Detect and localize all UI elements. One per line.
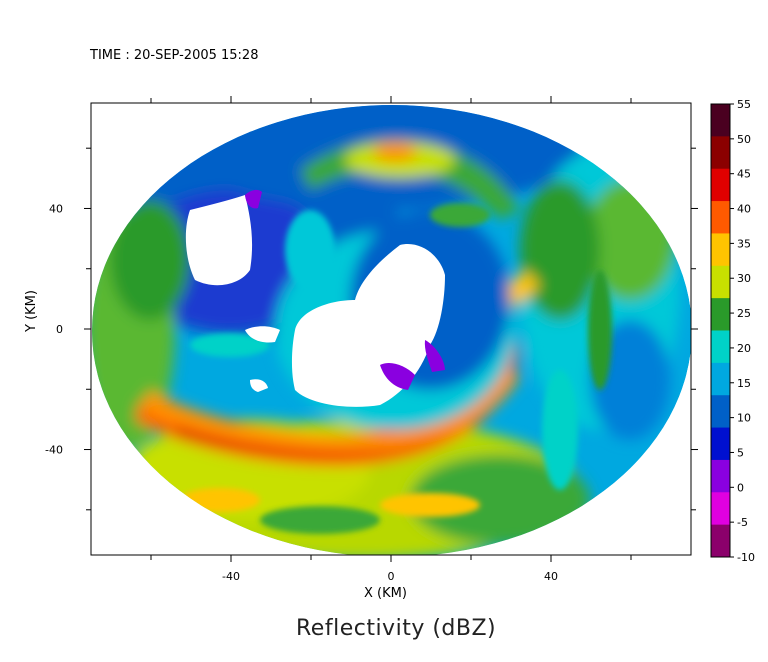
y-tick-label: 40 — [49, 202, 63, 215]
colorbar-segment — [711, 524, 730, 558]
colorbar-frame — [710, 103, 731, 558]
colorbar-segment — [711, 362, 730, 396]
colorbar — [710, 103, 734, 558]
colorbar-segment — [711, 265, 730, 299]
axis-tick-labels: -40 0 40 -40 0 40 — [45, 202, 558, 583]
colorbar-segment — [711, 330, 730, 364]
colorbar-segment — [711, 298, 730, 331]
colorbar-tick-label: 0 — [737, 481, 744, 494]
radar-image — [92, 105, 691, 555]
colorbar-segment — [711, 104, 730, 137]
colorbar-tick-label: 20 — [737, 342, 751, 355]
colorbar-segment — [711, 492, 730, 526]
colorbar-tick-label: 45 — [737, 168, 751, 181]
colorbar-segment — [711, 233, 730, 267]
timestamp-label: TIME : 20-SEP-2005 15:28 — [90, 48, 259, 63]
x-axis-title: X (KM) — [364, 586, 407, 601]
colorbar-segment — [711, 168, 730, 202]
colorbar-segment — [711, 201, 730, 234]
colorbar-tick-label: 10 — [737, 412, 751, 425]
x-tick-label: -40 — [222, 570, 240, 583]
colorbar-segment — [711, 459, 730, 493]
y-tick-label: 0 — [56, 323, 63, 336]
no-echo-patch — [185, 195, 253, 286]
colorbar-tick-label: 5 — [737, 446, 744, 459]
detail-field — [180, 203, 612, 534]
colorbar-tick-label: 40 — [737, 203, 751, 216]
x-tick-label: 0 — [388, 570, 395, 583]
axis-ticks — [84, 96, 698, 562]
colorbar-segment — [711, 136, 730, 170]
colorbar-tick-label: -5 — [737, 516, 748, 529]
colorbar-tick-label: 35 — [737, 237, 751, 250]
colorbar-segment — [711, 395, 730, 429]
colorbar-tick-label: 50 — [737, 133, 751, 146]
colorbar-tick-label: 55 — [737, 98, 751, 111]
eye-no-echo — [291, 244, 445, 407]
colorbar-tick-label: 30 — [737, 272, 751, 285]
colorbar-segment — [711, 427, 730, 461]
colorbar-tick-label: 25 — [737, 307, 751, 320]
y-tick-label: -40 — [45, 444, 63, 457]
x-tick-label: 40 — [544, 570, 558, 583]
colorbar-tick-label: 15 — [737, 377, 751, 390]
colorbar-tick-label: -10 — [737, 551, 755, 564]
chart-title: Reflectivity (dBZ) — [296, 616, 497, 641]
